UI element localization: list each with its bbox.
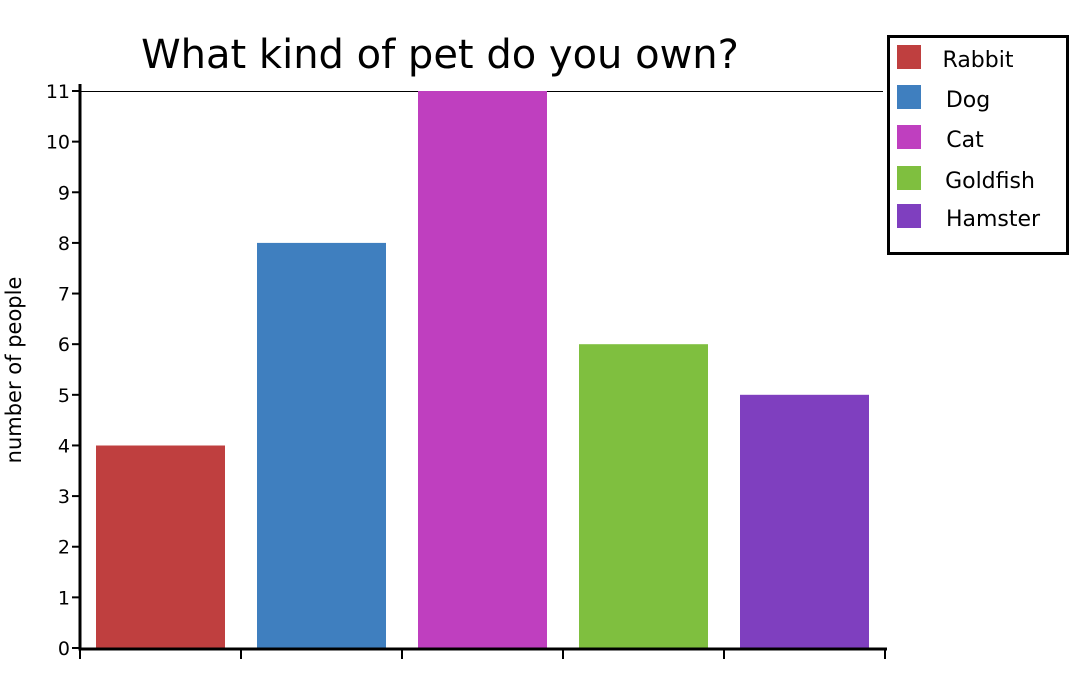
legend-label-cat: Cat — [946, 128, 984, 153]
x-ticks-group — [79, 650, 886, 659]
legend-label-goldfish: Goldfish — [945, 169, 1035, 194]
y-tick-label: 8 — [58, 233, 70, 255]
y-axis-label: number of people — [2, 277, 26, 464]
legend: Rabbit Dog Cat Goldfish Hamster — [887, 35, 1069, 255]
legend-label-rabbit: Rabbit — [943, 48, 1014, 73]
y-tick-label: 1 — [58, 587, 70, 609]
legend-swatch-cat — [897, 125, 921, 149]
y-tick-label: 10 — [46, 132, 70, 154]
legend-swatch-goldfish — [897, 166, 921, 190]
legend-swatch-rabbit — [897, 45, 921, 69]
y-tick-label: 4 — [58, 435, 70, 457]
y-tick-label: 11 — [46, 81, 70, 103]
legend-label-hamster: Hamster — [946, 207, 1041, 232]
bar-dog — [257, 242, 386, 648]
y-tick-label: 9 — [58, 182, 70, 204]
chart-title: What kind of pet do you own? — [141, 32, 739, 78]
legend-label-dog: Dog — [946, 88, 990, 113]
y-tick-label: 7 — [58, 284, 70, 306]
y-tick-label: 2 — [58, 537, 70, 559]
bar-rabbit — [96, 445, 225, 648]
legend-items: Rabbit Dog Cat Goldfish Hamster — [897, 45, 1041, 232]
y-tick-label: 6 — [58, 334, 70, 356]
bar-hamster — [740, 394, 869, 648]
legend-swatch-hamster — [897, 204, 921, 228]
y-ticks-group: 0 1 2 3 4 5 6 7 8 9 10 11 — [46, 81, 80, 660]
y-tick-label: 3 — [58, 486, 70, 508]
legend-swatch-dog — [897, 85, 921, 109]
y-tick-label: 5 — [58, 385, 70, 407]
bars-group — [96, 91, 869, 648]
bar-goldfish — [579, 344, 708, 648]
y-tick-label: 0 — [58, 638, 70, 660]
bar-cat — [418, 91, 547, 648]
